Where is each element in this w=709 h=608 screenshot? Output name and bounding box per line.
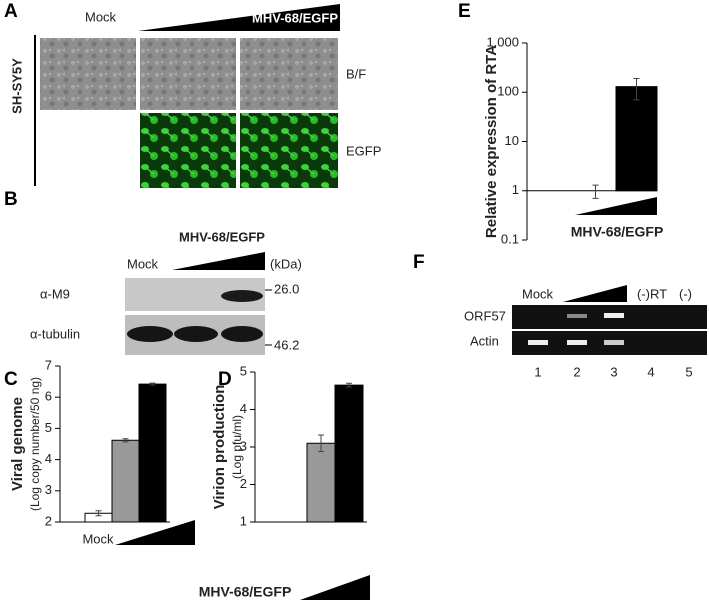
panel-label: A bbox=[4, 1, 18, 22]
row-label: α-M9 bbox=[40, 286, 70, 301]
panel-label: B bbox=[4, 189, 18, 210]
y-tick-label: 1 bbox=[512, 182, 519, 197]
lane-number: 3 bbox=[610, 364, 617, 379]
gradient-triangle bbox=[563, 285, 627, 302]
error-bar bbox=[149, 382, 156, 386]
error-bar bbox=[346, 382, 352, 388]
y-tick-label: 10 bbox=[505, 133, 519, 148]
error-bar bbox=[95, 510, 102, 517]
row-label: α-tubulin bbox=[30, 326, 80, 341]
panel-label: D bbox=[218, 369, 232, 390]
marker: 46.2 bbox=[274, 337, 299, 352]
band bbox=[567, 314, 587, 318]
bar bbox=[138, 383, 167, 523]
bar bbox=[615, 86, 658, 192]
y-tick-label: 5 bbox=[45, 420, 52, 435]
x-tick-label: Mock bbox=[82, 531, 114, 546]
y-axis-label: Viral genome bbox=[9, 397, 26, 491]
panel-label: F bbox=[413, 252, 425, 273]
y-tick-label: 4 bbox=[45, 451, 52, 466]
y-tick-label: 2 bbox=[240, 476, 247, 491]
error-bar bbox=[633, 78, 640, 101]
y-tick-label: 1 bbox=[240, 513, 247, 528]
row-label: B/F bbox=[346, 66, 366, 81]
x-axis-label: MHV-68/EGFP bbox=[199, 584, 292, 600]
band bbox=[221, 326, 263, 342]
y-tick-label: 7 bbox=[45, 357, 52, 372]
header: MHV-68/EGFP bbox=[179, 229, 265, 244]
lane-number: 2 bbox=[573, 364, 580, 379]
y-axis-label: Virion production bbox=[211, 385, 228, 510]
mock-label: Mock bbox=[127, 256, 159, 271]
micrograph bbox=[40, 38, 136, 110]
lane-label: (-)RT bbox=[637, 286, 667, 301]
y-axis-label: Relative expression of RTA bbox=[483, 45, 500, 238]
micrograph bbox=[240, 38, 338, 110]
y-tick-label: 2 bbox=[45, 513, 52, 528]
gradient-triangle bbox=[115, 520, 195, 545]
band bbox=[174, 326, 218, 342]
gradient-triangle bbox=[300, 575, 370, 600]
gradient-triangle bbox=[172, 252, 265, 270]
error-bar bbox=[318, 434, 324, 452]
gradient-triangle bbox=[138, 4, 340, 31]
y-axis-sublabel: (Log copy number/50 ng) bbox=[28, 377, 42, 511]
band bbox=[528, 340, 548, 345]
y-tick-label: 3 bbox=[240, 438, 247, 453]
unit: (kDa) bbox=[270, 256, 302, 271]
y-tick-label: 3 bbox=[45, 482, 52, 497]
y-tick-label: 100 bbox=[497, 84, 519, 99]
error-bar bbox=[592, 184, 599, 199]
band bbox=[604, 340, 624, 345]
bar bbox=[334, 384, 364, 523]
row-label: EGFP bbox=[346, 143, 381, 158]
error-bar bbox=[122, 438, 129, 443]
band bbox=[127, 326, 173, 342]
y-tick-label: 0.1 bbox=[501, 231, 519, 246]
bar bbox=[111, 439, 140, 523]
band bbox=[604, 313, 624, 318]
marker: 26.0 bbox=[274, 281, 299, 296]
panel-label: E bbox=[458, 1, 471, 22]
lane-label: (-) bbox=[679, 286, 692, 301]
gradient-triangle bbox=[575, 197, 657, 215]
column-label: Mock bbox=[85, 9, 117, 24]
y-tick-label: 1,000 bbox=[486, 34, 519, 49]
y-tick-label: 5 bbox=[240, 363, 247, 378]
lane-number: 1 bbox=[534, 364, 541, 379]
micrograph bbox=[140, 113, 236, 188]
column-label: MHV-68/EGFP bbox=[252, 10, 338, 25]
row-label: Actin bbox=[470, 333, 499, 348]
y-tick-label: 4 bbox=[240, 401, 247, 416]
band bbox=[221, 290, 263, 302]
band bbox=[567, 340, 587, 345]
x-axis-label: MHV-68/EGFP bbox=[571, 224, 664, 240]
micrograph bbox=[140, 38, 236, 110]
lane-number: 4 bbox=[647, 364, 654, 379]
y-axis-sublabel: (Log pfu/ml) bbox=[230, 415, 244, 479]
micrograph bbox=[240, 113, 338, 188]
panel-label: C bbox=[4, 369, 18, 390]
bar bbox=[306, 442, 336, 523]
mock-label: Mock bbox=[522, 286, 554, 301]
y-tick-label: 6 bbox=[45, 389, 52, 404]
lane-number: 5 bbox=[685, 364, 692, 379]
row-label: ORF57 bbox=[464, 308, 506, 323]
cell-line: SH-SY5Y bbox=[9, 58, 24, 114]
